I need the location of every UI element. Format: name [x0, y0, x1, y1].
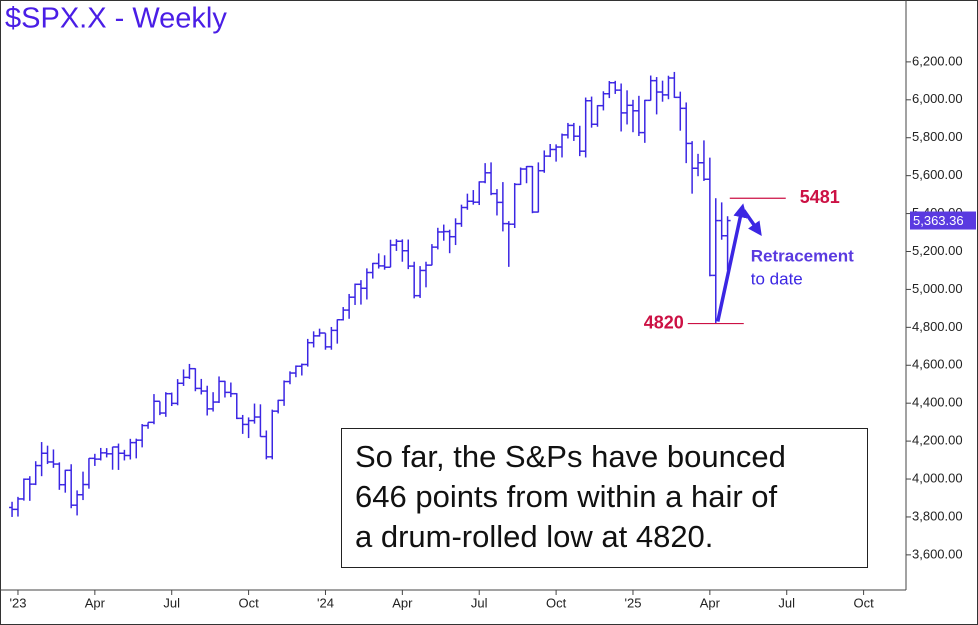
y-tick-label: 5,200.00	[912, 243, 963, 258]
callout-label: Retracement	[751, 247, 854, 266]
retracement-arrow	[716, 203, 748, 322]
x-tick-label: Jul	[163, 595, 180, 610]
y-tick-label: 5,000.00	[912, 281, 963, 296]
x-tick-label: '24	[317, 595, 334, 610]
x-tick-label: Oct	[238, 595, 259, 610]
note-line: So far, the S&Ps have bounced	[355, 439, 786, 474]
level-label: 5481	[800, 187, 840, 207]
y-tick-label: 4,600.00	[912, 357, 963, 372]
x-tick-label: Apr	[392, 595, 413, 610]
y-tick-label: 6,000.00	[912, 91, 963, 106]
note-box: So far, the S&Ps have bounced 646 points …	[341, 428, 868, 568]
callout-arrow	[742, 209, 762, 236]
x-tick-label: Oct	[853, 595, 874, 610]
y-tick-label: 3,800.00	[912, 508, 963, 523]
callout-label: to date	[751, 270, 803, 289]
y-tick-label: 4,400.00	[912, 395, 963, 410]
y-tick-label: 4,200.00	[912, 433, 963, 448]
x-tick-label: '25	[624, 595, 641, 610]
x-tick-label: Oct	[546, 595, 567, 610]
level-label: 4820	[644, 312, 684, 332]
y-tick-label: 5,800.00	[912, 129, 963, 144]
note-line: 646 points from within a hair of	[355, 479, 778, 514]
note-line: a drum-rolled low at 4820.	[355, 519, 714, 554]
chart-title: $SPX.X - Weekly	[5, 3, 227, 35]
x-tick-label: Apr	[700, 595, 721, 610]
x-tick-label: Jul	[471, 595, 488, 610]
x-tick-label: '23	[9, 595, 26, 610]
x-tick-label: Apr	[85, 595, 106, 610]
y-tick-label: 5,600.00	[912, 167, 963, 182]
x-tick-label: Jul	[778, 595, 795, 610]
y-tick-label: 4,000.00	[912, 470, 963, 485]
last-price-label: 5,363.36	[913, 213, 964, 228]
y-tick-label: 6,200.00	[912, 53, 963, 68]
last-price-box	[910, 211, 976, 230]
y-tick-label: 4,800.00	[912, 319, 963, 334]
y-tick-label: 3,600.00	[912, 546, 963, 561]
